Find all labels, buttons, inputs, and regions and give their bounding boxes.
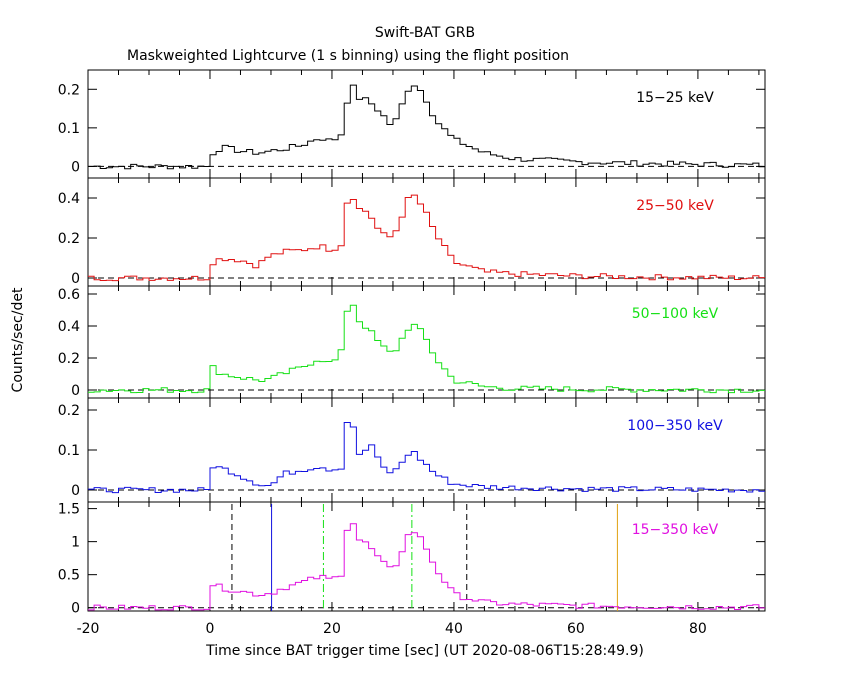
chart-subtitle: Maskweighted Lightcurve (1 s binning) us… (127, 48, 569, 64)
y-tick-label: 0.4 (58, 319, 80, 335)
y-tick-label: 0 (71, 483, 80, 499)
x-tick-label: -20 (77, 621, 100, 637)
chart-title: Swift-BAT GRB (375, 25, 475, 41)
y-axis-label: Counts/sec/det (10, 287, 26, 392)
lightcurve-series (88, 84, 765, 170)
band-label: 25−50 keV (636, 198, 714, 214)
band-label: 15−350 keV (632, 522, 719, 538)
panel-frame (87, 285, 766, 399)
y-tick-label: 1.5 (58, 502, 80, 518)
y-tick-label: 0.2 (58, 82, 80, 98)
y-tick-label: 0.2 (58, 231, 80, 247)
lightcurve-series (88, 523, 765, 611)
y-tick-label: 0.2 (58, 351, 80, 367)
x-tick-label: 80 (689, 621, 707, 637)
x-tick-label: 60 (567, 621, 585, 637)
panel-4: 0 0.1 0.2 100−350 keV (58, 397, 766, 503)
y-tick-label: 0.5 (58, 568, 80, 584)
lightcurve-series (88, 194, 765, 282)
lightcurve-series (88, 422, 765, 494)
lightcurve-series (88, 304, 765, 394)
x-axis-label: Time since BAT trigger time [sec] (UT 20… (205, 643, 644, 659)
x-tick-label: 40 (445, 621, 463, 637)
panel-frame (87, 397, 766, 503)
panel-frame (87, 501, 766, 612)
band-label: 15−25 keV (636, 90, 714, 106)
y-tick-label: 0 (71, 383, 80, 399)
panel-frame (87, 69, 766, 179)
panel-1: 0 0.1 0.2 15−25 keV (58, 69, 766, 179)
panel-frame (87, 177, 766, 287)
y-tick-label: 0.6 (58, 287, 80, 303)
y-tick-label: 0.4 (58, 191, 80, 207)
y-tick-label: 0 (71, 601, 80, 617)
band-label: 50−100 keV (632, 306, 719, 322)
x-tick-label: 0 (206, 621, 215, 637)
y-tick-label: 0 (71, 271, 80, 287)
y-tick-label: 1 (71, 535, 80, 551)
panel-5: 0 0.5 1 1.5 15−350 keV (58, 501, 766, 617)
panel-2: 0 0.2 0.4 25−50 keV (58, 177, 766, 287)
y-tick-label: 0.2 (58, 403, 80, 419)
x-tick-label: 20 (323, 621, 341, 637)
y-tick-label: 0 (71, 159, 80, 175)
band-label: 100−350 keV (627, 418, 723, 434)
y-tick-label: 0.1 (58, 121, 80, 137)
y-tick-label: 0.1 (58, 443, 80, 459)
panel-3: 0 0.2 0.4 0.6 50−100 keV (58, 285, 766, 399)
